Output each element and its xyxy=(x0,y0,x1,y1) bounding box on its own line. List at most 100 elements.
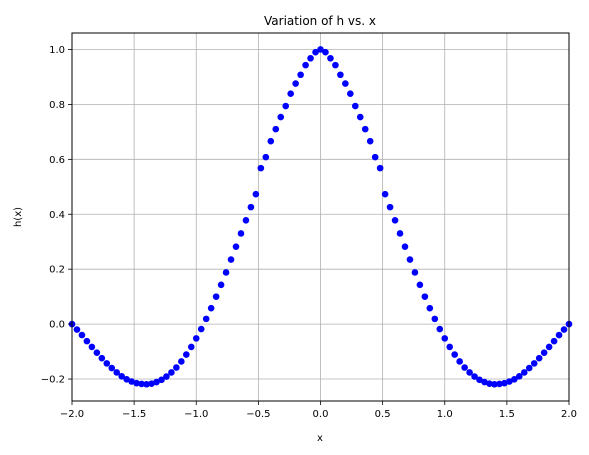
data-point xyxy=(163,373,170,380)
data-point xyxy=(317,46,324,53)
data-point xyxy=(118,372,125,380)
data-point xyxy=(237,230,245,237)
data-point xyxy=(535,354,543,362)
data-point xyxy=(207,304,215,312)
data-point xyxy=(347,90,354,97)
y-axis-ticks: −0.2 0.0 0.2 0.4 0.6 0.8 1.0 xyxy=(41,45,72,386)
data-point xyxy=(506,378,513,385)
data-point xyxy=(88,343,96,351)
x-axis-ticks: −2.0 −1.5 −1.0 −0.5 0.0 0.5 1.0 1.5 2.0 xyxy=(60,401,577,420)
data-point xyxy=(511,376,518,383)
data-point xyxy=(178,358,185,365)
data-point xyxy=(123,376,130,383)
data-point xyxy=(466,369,473,376)
data-point xyxy=(401,243,409,250)
data-point xyxy=(550,337,558,345)
data-point xyxy=(108,364,116,372)
data-point xyxy=(148,380,155,387)
data-point xyxy=(222,269,230,276)
data-point xyxy=(257,164,265,172)
x-axis-label: x xyxy=(317,433,323,444)
data-point xyxy=(431,315,439,323)
data-point xyxy=(396,230,404,237)
data-point xyxy=(183,351,190,358)
data-point xyxy=(391,216,399,224)
data-point xyxy=(282,102,290,110)
data-point xyxy=(93,349,101,356)
data-point xyxy=(133,379,140,387)
data-point xyxy=(297,71,304,79)
data-point xyxy=(416,281,424,289)
data-point xyxy=(327,54,334,62)
data-point xyxy=(540,349,548,356)
data-point xyxy=(366,137,374,145)
data-point xyxy=(227,256,235,263)
data-point xyxy=(386,203,394,211)
data-point xyxy=(272,125,280,133)
data-point xyxy=(560,326,568,333)
data-point xyxy=(356,113,364,121)
data-point xyxy=(332,61,339,69)
x-tick-label: −1.5 xyxy=(122,409,146,420)
data-point xyxy=(441,335,449,342)
data-point xyxy=(421,293,429,300)
data-points xyxy=(68,46,573,388)
data-point xyxy=(158,376,165,384)
data-point xyxy=(217,281,225,289)
data-point xyxy=(128,378,135,385)
data-point xyxy=(545,343,553,351)
data-point xyxy=(426,304,434,312)
data-point xyxy=(451,351,458,358)
y-tick-label: 0.4 xyxy=(49,210,65,221)
data-point xyxy=(501,379,508,387)
x-tick-label: 2.0 xyxy=(561,409,577,420)
data-point xyxy=(481,378,488,386)
data-point xyxy=(371,153,379,161)
x-tick-label: 1.5 xyxy=(499,409,515,420)
data-point xyxy=(292,80,299,87)
data-point xyxy=(103,360,111,367)
data-point xyxy=(471,373,478,380)
data-point xyxy=(277,113,285,121)
data-point xyxy=(486,380,493,387)
x-tick-label: −2.0 xyxy=(60,409,84,420)
data-point xyxy=(287,90,294,97)
data-point xyxy=(436,325,444,333)
chart-title: Variation of h vs. x xyxy=(264,14,376,28)
data-point xyxy=(242,216,250,224)
data-point xyxy=(376,164,384,172)
data-point xyxy=(83,337,91,345)
y-tick-label: 0.8 xyxy=(49,100,65,111)
data-point xyxy=(98,354,106,362)
data-point xyxy=(247,203,255,211)
data-point xyxy=(461,364,468,371)
y-tick-label: 0.2 xyxy=(49,265,65,276)
y-axis-label: h(x) xyxy=(13,207,24,227)
data-point xyxy=(411,269,419,276)
data-point xyxy=(267,137,275,145)
data-point xyxy=(530,360,538,367)
data-point xyxy=(476,376,483,384)
data-point xyxy=(342,80,349,87)
data-point xyxy=(113,369,121,376)
data-point xyxy=(197,325,205,333)
data-point xyxy=(168,369,175,376)
x-tick-label: 0.0 xyxy=(313,409,329,420)
data-point xyxy=(322,48,329,56)
data-point xyxy=(138,380,145,388)
data-point xyxy=(302,61,309,69)
data-point xyxy=(520,369,528,376)
y-tick-label: −0.2 xyxy=(41,375,65,386)
data-point xyxy=(496,380,503,388)
data-point xyxy=(555,331,563,339)
data-point xyxy=(78,331,86,339)
data-point xyxy=(312,48,319,56)
y-tick-label: 1.0 xyxy=(49,45,65,56)
data-point xyxy=(307,54,314,62)
y-tick-label: 0.0 xyxy=(49,320,65,331)
data-point xyxy=(406,256,414,263)
data-point xyxy=(202,315,210,323)
data-point xyxy=(516,372,523,380)
data-point xyxy=(456,358,463,365)
data-point xyxy=(192,335,200,342)
